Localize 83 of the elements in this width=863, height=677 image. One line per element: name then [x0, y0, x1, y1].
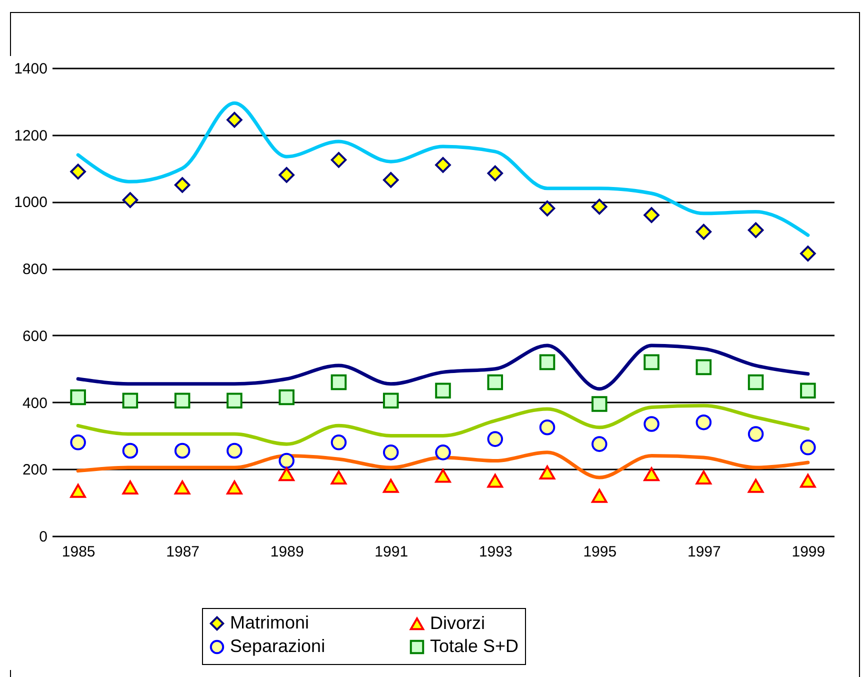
point — [122, 480, 138, 494]
point — [644, 467, 660, 482]
point — [435, 157, 451, 173]
y-tick-label: 1000 — [14, 194, 48, 212]
point — [382, 392, 399, 409]
point — [122, 192, 138, 208]
point — [278, 452, 294, 469]
point — [70, 434, 86, 450]
point — [644, 416, 660, 432]
x-tick-label: 1985 — [62, 544, 96, 560]
point — [382, 172, 399, 188]
y-tick-label: 400 — [22, 394, 48, 412]
point — [382, 444, 399, 460]
x-tick-label: 1993 — [478, 544, 512, 560]
legend-label: Separazioni — [230, 636, 326, 656]
point — [330, 152, 347, 168]
point — [278, 467, 294, 482]
point — [174, 442, 190, 459]
legend-label: Divorzi — [430, 612, 486, 633]
point — [800, 440, 816, 456]
point — [122, 442, 138, 459]
point — [70, 164, 86, 180]
x-tick-label: 1997 — [687, 544, 721, 560]
x-tick-label: 1989 — [270, 544, 304, 560]
point — [226, 442, 242, 459]
point — [800, 474, 816, 488]
point — [226, 392, 242, 409]
x-tick-label: 1987 — [166, 544, 200, 560]
point — [226, 112, 242, 128]
point — [487, 431, 504, 447]
point — [330, 374, 347, 390]
point — [278, 389, 294, 406]
point — [435, 382, 451, 398]
point — [226, 480, 242, 494]
line-series — [76, 404, 810, 446]
point — [592, 396, 608, 412]
point — [539, 419, 556, 436]
point — [382, 478, 399, 493]
point — [539, 354, 556, 370]
point — [435, 444, 451, 460]
legend-label: Matrimoni — [230, 612, 310, 632]
point — [800, 246, 816, 262]
point — [696, 414, 712, 430]
point — [696, 359, 712, 376]
point — [539, 200, 556, 216]
y-tick-label: 1400 — [14, 60, 48, 78]
point — [330, 434, 347, 450]
point — [748, 374, 764, 390]
point — [122, 392, 138, 409]
y-tick-label: 600 — [22, 328, 48, 345]
y-tick-label: 200 — [22, 462, 48, 479]
point — [748, 222, 764, 238]
line-series — [76, 344, 810, 391]
point — [487, 374, 504, 390]
point — [748, 426, 764, 442]
point — [70, 389, 86, 406]
point — [592, 198, 608, 215]
line-series — [76, 101, 810, 237]
legend-label: Totale S+D — [430, 636, 519, 656]
y-tick-label: 0 — [39, 528, 48, 546]
x-tick-label: 1999 — [792, 544, 826, 560]
x-tick-label: 1995 — [583, 544, 617, 560]
y-tick-label: 800 — [22, 261, 48, 278]
point — [435, 468, 451, 483]
point — [278, 167, 294, 183]
point — [592, 436, 608, 452]
point — [539, 466, 556, 480]
point — [330, 470, 347, 484]
point — [696, 224, 712, 240]
x-tick-label: 1991 — [374, 544, 408, 560]
point — [174, 392, 190, 409]
point — [748, 478, 764, 493]
point — [592, 488, 608, 503]
point — [174, 177, 190, 193]
y-tick-label: 1200 — [14, 127, 48, 144]
point — [487, 474, 504, 488]
point — [644, 207, 660, 223]
point — [174, 480, 190, 494]
point — [487, 165, 504, 182]
point — [696, 470, 712, 484]
point — [644, 354, 660, 370]
point — [800, 382, 816, 398]
point — [70, 484, 86, 498]
